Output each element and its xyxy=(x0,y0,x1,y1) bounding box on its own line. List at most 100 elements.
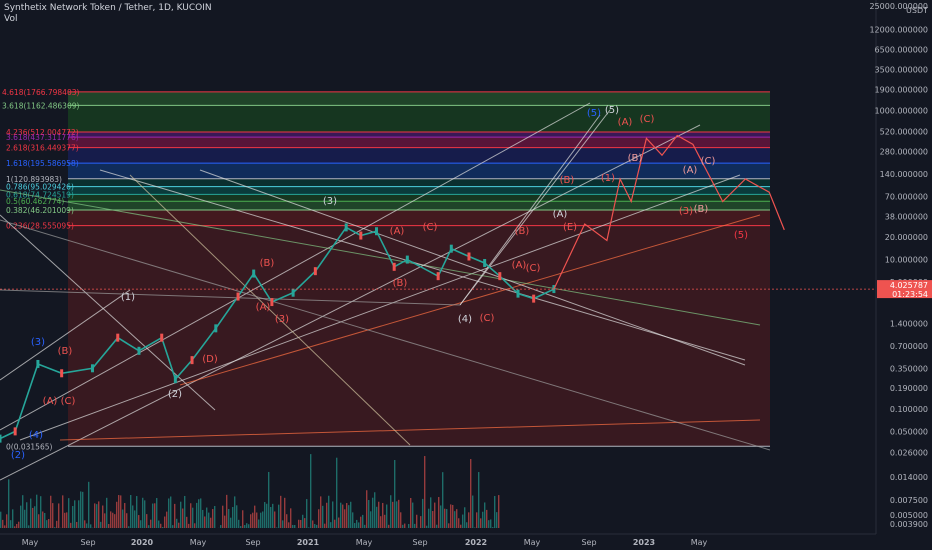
wave-label: (3) xyxy=(275,314,289,325)
volume-bar xyxy=(290,508,292,528)
volume-bar xyxy=(106,497,108,528)
volume-bar xyxy=(228,509,230,528)
projection-path xyxy=(553,134,785,290)
price-candle xyxy=(214,324,218,333)
volume-bar xyxy=(494,496,496,528)
wave-label: (4) xyxy=(29,430,43,441)
volume-bar xyxy=(308,527,310,528)
price-candle xyxy=(392,262,396,271)
price-candle xyxy=(291,288,295,297)
volume-bar xyxy=(342,504,344,528)
countdown-value: 01:23:54 xyxy=(892,290,928,299)
volume-bar xyxy=(114,514,116,528)
wave-label: (2) xyxy=(168,389,182,400)
price-tick-label: 70.000000 xyxy=(885,192,928,201)
price-tick-label: 0.100000 xyxy=(890,405,928,414)
wave-label: (A) xyxy=(43,396,58,407)
volume-bar xyxy=(492,527,494,528)
wave-label: (5) xyxy=(605,105,619,116)
volume-bar xyxy=(162,527,164,528)
volume-bar xyxy=(278,504,280,528)
volume-bar xyxy=(380,516,382,528)
fib-label: 1(120.893983) xyxy=(6,175,62,184)
volume-bar xyxy=(28,525,30,528)
trend-line xyxy=(19,174,741,441)
time-tick-label: Sep xyxy=(412,538,427,547)
wave-label: (C) xyxy=(640,114,655,125)
volume-bar xyxy=(382,502,384,528)
price-tick-label: 0.190000 xyxy=(890,384,928,393)
wave-label: (B) xyxy=(260,258,275,269)
price-candle xyxy=(36,359,40,368)
volume-bar xyxy=(84,520,86,528)
volume-bar xyxy=(108,523,110,528)
volume-bar xyxy=(2,519,4,528)
price-candle xyxy=(405,255,409,264)
volume-bar xyxy=(350,501,352,528)
volume-bar xyxy=(408,524,410,528)
volume-bar xyxy=(54,527,56,528)
wave-label: (1) xyxy=(121,292,135,303)
volume-bar xyxy=(206,507,208,528)
volume-bar xyxy=(220,525,222,528)
price-tick-label: 520.000000 xyxy=(880,127,928,136)
price-candle xyxy=(467,252,471,261)
volume-bar xyxy=(6,514,8,528)
wave-label: (C) xyxy=(480,313,495,324)
volume-bar xyxy=(358,522,360,528)
wave-label: (E) xyxy=(563,222,577,233)
volume-bar xyxy=(48,518,50,528)
volume-bar xyxy=(70,522,72,528)
volume-bar xyxy=(44,512,46,528)
price-candle xyxy=(173,375,177,384)
volume-bar xyxy=(100,521,102,528)
volume-bar xyxy=(280,495,282,528)
volume-bar xyxy=(496,512,498,528)
trend-line xyxy=(0,124,701,481)
price-tick-label: 1900.000000 xyxy=(875,85,928,94)
wave-label: (4) xyxy=(458,314,472,325)
volume-bar xyxy=(186,516,188,528)
fib-zone xyxy=(68,178,770,187)
wave-label: (3) xyxy=(31,337,45,348)
volume-bar xyxy=(242,510,244,528)
fib-label: 0.786(95.029426) xyxy=(6,183,74,192)
chart-header: Synthetix Network Token / Tether, 1D, KU… xyxy=(4,3,212,24)
volume-bar xyxy=(400,512,402,528)
volume-bar xyxy=(140,520,142,528)
trend-line xyxy=(0,219,771,451)
fib-label: 0.5(60.462774) xyxy=(6,197,64,206)
volume-bar xyxy=(298,519,300,528)
volume-bar xyxy=(310,454,312,528)
volume-bar xyxy=(438,497,440,528)
volume-bar xyxy=(252,512,254,528)
volume-bar xyxy=(174,503,176,528)
volume-bar xyxy=(466,522,468,528)
volume-bar xyxy=(238,519,240,528)
volume-bar xyxy=(330,522,332,528)
volume-bar xyxy=(34,506,36,528)
trend-line xyxy=(459,109,611,306)
fib-label: 0.236(28.555095) xyxy=(6,222,74,231)
volume-bar xyxy=(322,505,324,528)
fib-zone xyxy=(68,137,770,148)
volume-bar xyxy=(42,511,44,528)
symbol-title[interactable]: Synthetix Network Token / Tether, 1D, KU… xyxy=(4,3,212,13)
fib-label: 0.382(46.201009) xyxy=(6,206,74,215)
volume-bar xyxy=(436,524,438,528)
volume-bar xyxy=(256,512,258,528)
time-tick-label: May xyxy=(356,538,373,547)
fib-label: 1.618(195.586958) xyxy=(6,159,79,168)
volume-bar xyxy=(128,526,130,528)
price-tick-label: 3500.000000 xyxy=(875,66,928,75)
volume-tick-label: 0.005000 xyxy=(890,511,928,520)
fib-zones xyxy=(68,91,770,447)
volume-bar xyxy=(460,524,462,528)
volume-bar xyxy=(8,479,10,528)
volume-bar xyxy=(498,495,500,528)
volume-bar xyxy=(478,472,480,528)
volume-bar xyxy=(4,525,6,528)
volume-bar xyxy=(346,503,348,528)
volume-bar xyxy=(274,511,276,528)
